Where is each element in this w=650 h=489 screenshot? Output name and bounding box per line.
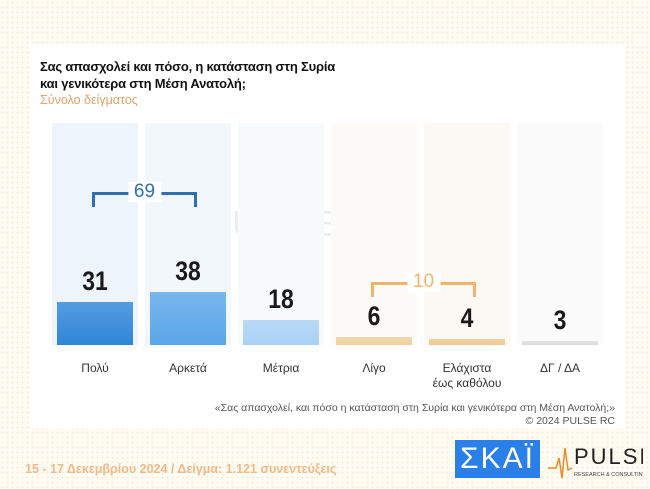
data-label: 4 [460,303,474,334]
category-label-line: ΔΓ / ΔΑ [540,361,580,375]
bar [243,319,319,345]
title-line: και γενικότερα στη Μέση Ανατολή; [40,76,246,91]
category-label-line: Ελάχιστα [442,361,492,375]
column-bg [331,123,417,345]
column-bg [424,123,510,345]
category-label: Μέτρια [233,361,329,376]
bar [150,291,226,345]
category-label: Πολύ [47,361,143,376]
survey-footer: 15 - 17 Δεκεμβρίου 2024 / Δείγμα: 1.121 … [25,462,337,476]
group-bracket: 69 [92,181,197,207]
group-bracket: 10 [371,271,476,297]
title-line: Σας απασχολεί και πόσο, η κατάσταση στη … [40,59,336,74]
group-total-label: 69 [127,181,162,202]
category-label-line: Μέτρια [262,361,300,375]
skai-logo: ΣΚΑΪ [455,440,540,478]
copyright: © 2024 PULSE RC [525,415,615,427]
svg-text:PULSE: PULSE [574,444,643,469]
chart-title: Σας απασχολεί και πόσο, η κατάσταση στη … [40,58,380,92]
category-label-line: Πολύ [81,361,109,375]
data-label: 3 [553,304,567,335]
chart-subtitle: Σύνολο δείγματος [40,93,138,107]
category-label-line: Αρκετά [169,361,207,375]
bar [336,336,412,345]
category-label-line: έως καθόλου [432,376,502,390]
data-label: 18 [268,283,294,314]
category-label-line: Λίγο [362,361,386,375]
pulse-logo: PULSE RESEARCH & CONSULTING [548,444,643,479]
column-bg [238,123,324,345]
category-label: Αρκετά [140,361,236,376]
bar [57,301,133,345]
data-label: 38 [175,255,201,286]
source-note: «Σας απασχολεί, και πόσο η κατάσταση στη… [215,402,615,428]
category-label: ΔΓ / ΔΑ [512,361,608,376]
data-label: 31 [82,265,108,296]
svg-text:RESEARCH & CONSULTING: RESEARCH & CONSULTING [574,472,643,478]
column-bg [517,123,603,345]
group-total-label: 10 [406,271,441,292]
category-label: Λίγο [326,361,422,376]
category-label: Ελάχιστα έως καθόλου [419,361,515,391]
bar [429,339,505,345]
bar [522,340,598,345]
data-label: 6 [367,300,381,331]
note-question: «Σας απασχολεί, και πόσο η κατάσταση στη… [214,402,615,414]
